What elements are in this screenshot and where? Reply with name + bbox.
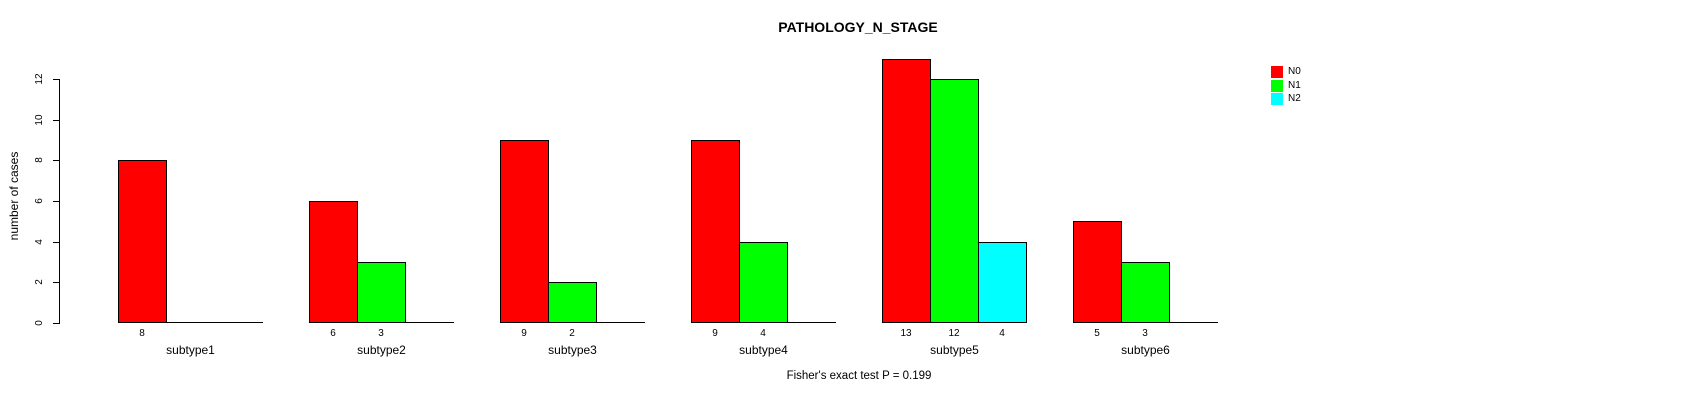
y-tick-label: 8 — [34, 157, 45, 164]
bar-n2-subtype5 — [978, 242, 1027, 323]
bar-value-label: 4 — [999, 328, 1005, 339]
bar-value-label: 13 — [900, 328, 912, 339]
y-tick-label: 0 — [34, 320, 45, 326]
bar-n0-subtype6 — [1073, 221, 1122, 323]
bar-n0-subtype5 — [882, 59, 931, 323]
group-baseline — [118, 322, 263, 323]
bar-n1-subtype5 — [930, 79, 979, 323]
legend-label-n0: N0 — [1288, 66, 1301, 77]
y-tick — [53, 241, 59, 243]
bar-value-label: 6 — [330, 328, 336, 339]
legend-swatch-n2 — [1271, 93, 1283, 105]
y-tick-label: 4 — [34, 238, 45, 245]
bar-n0-subtype1 — [118, 160, 167, 323]
bar-value-label: 12 — [948, 328, 960, 339]
y-tick — [53, 160, 59, 162]
bar-value-label: 2 — [569, 328, 575, 339]
legend-label-n1: N1 — [1288, 79, 1301, 91]
bar-value-label: 3 — [378, 328, 384, 339]
legend-swatch-n0 — [1271, 66, 1283, 78]
y-tick-label: 2 — [34, 279, 45, 286]
bar-n0-subtype3 — [500, 140, 549, 323]
bar-value-label: 8 — [139, 328, 145, 339]
y-tick-label: 10 — [34, 114, 45, 126]
y-tick — [53, 119, 59, 121]
bar-n1-subtype3 — [548, 282, 597, 323]
y-axis-line — [59, 79, 60, 324]
bar-value-label: 5 — [1094, 328, 1100, 339]
category-label-subtype6: subtype6 — [1121, 343, 1170, 357]
bar-n0-subtype4 — [691, 140, 740, 323]
y-tick — [53, 201, 59, 202]
chart-title: PATHOLOGY_N_STAGE — [778, 19, 938, 35]
category-label-subtype2: subtype2 — [357, 343, 406, 357]
legend-label-n2: N2 — [1288, 93, 1301, 104]
bar-value-label: 4 — [760, 328, 766, 339]
category-label-subtype3: subtype3 — [548, 343, 597, 357]
y-tick — [53, 323, 59, 324]
y-tick — [53, 79, 59, 80]
bar-n1-subtype6 — [1121, 262, 1170, 323]
bar-value-label: 9 — [712, 328, 718, 339]
stat-note: Fisher's exact test P = 0.199 — [786, 370, 932, 382]
y-tick-label: 6 — [34, 198, 45, 204]
bar-n0-subtype2 — [309, 201, 358, 323]
category-label-subtype5: subtype5 — [930, 343, 979, 357]
category-label-subtype4: subtype4 — [739, 343, 788, 357]
y-tick-label: 12 — [34, 73, 45, 85]
bar-n1-subtype2 — [357, 262, 406, 323]
legend-swatch-n1 — [1271, 79, 1283, 92]
y-tick — [53, 282, 59, 284]
bar-value-label: 9 — [521, 328, 527, 339]
category-label-subtype1: subtype1 — [166, 343, 215, 357]
y-axis-title: number of cases — [7, 151, 21, 241]
bar-n1-subtype4 — [739, 242, 788, 323]
bar-value-label: 3 — [1142, 328, 1148, 339]
